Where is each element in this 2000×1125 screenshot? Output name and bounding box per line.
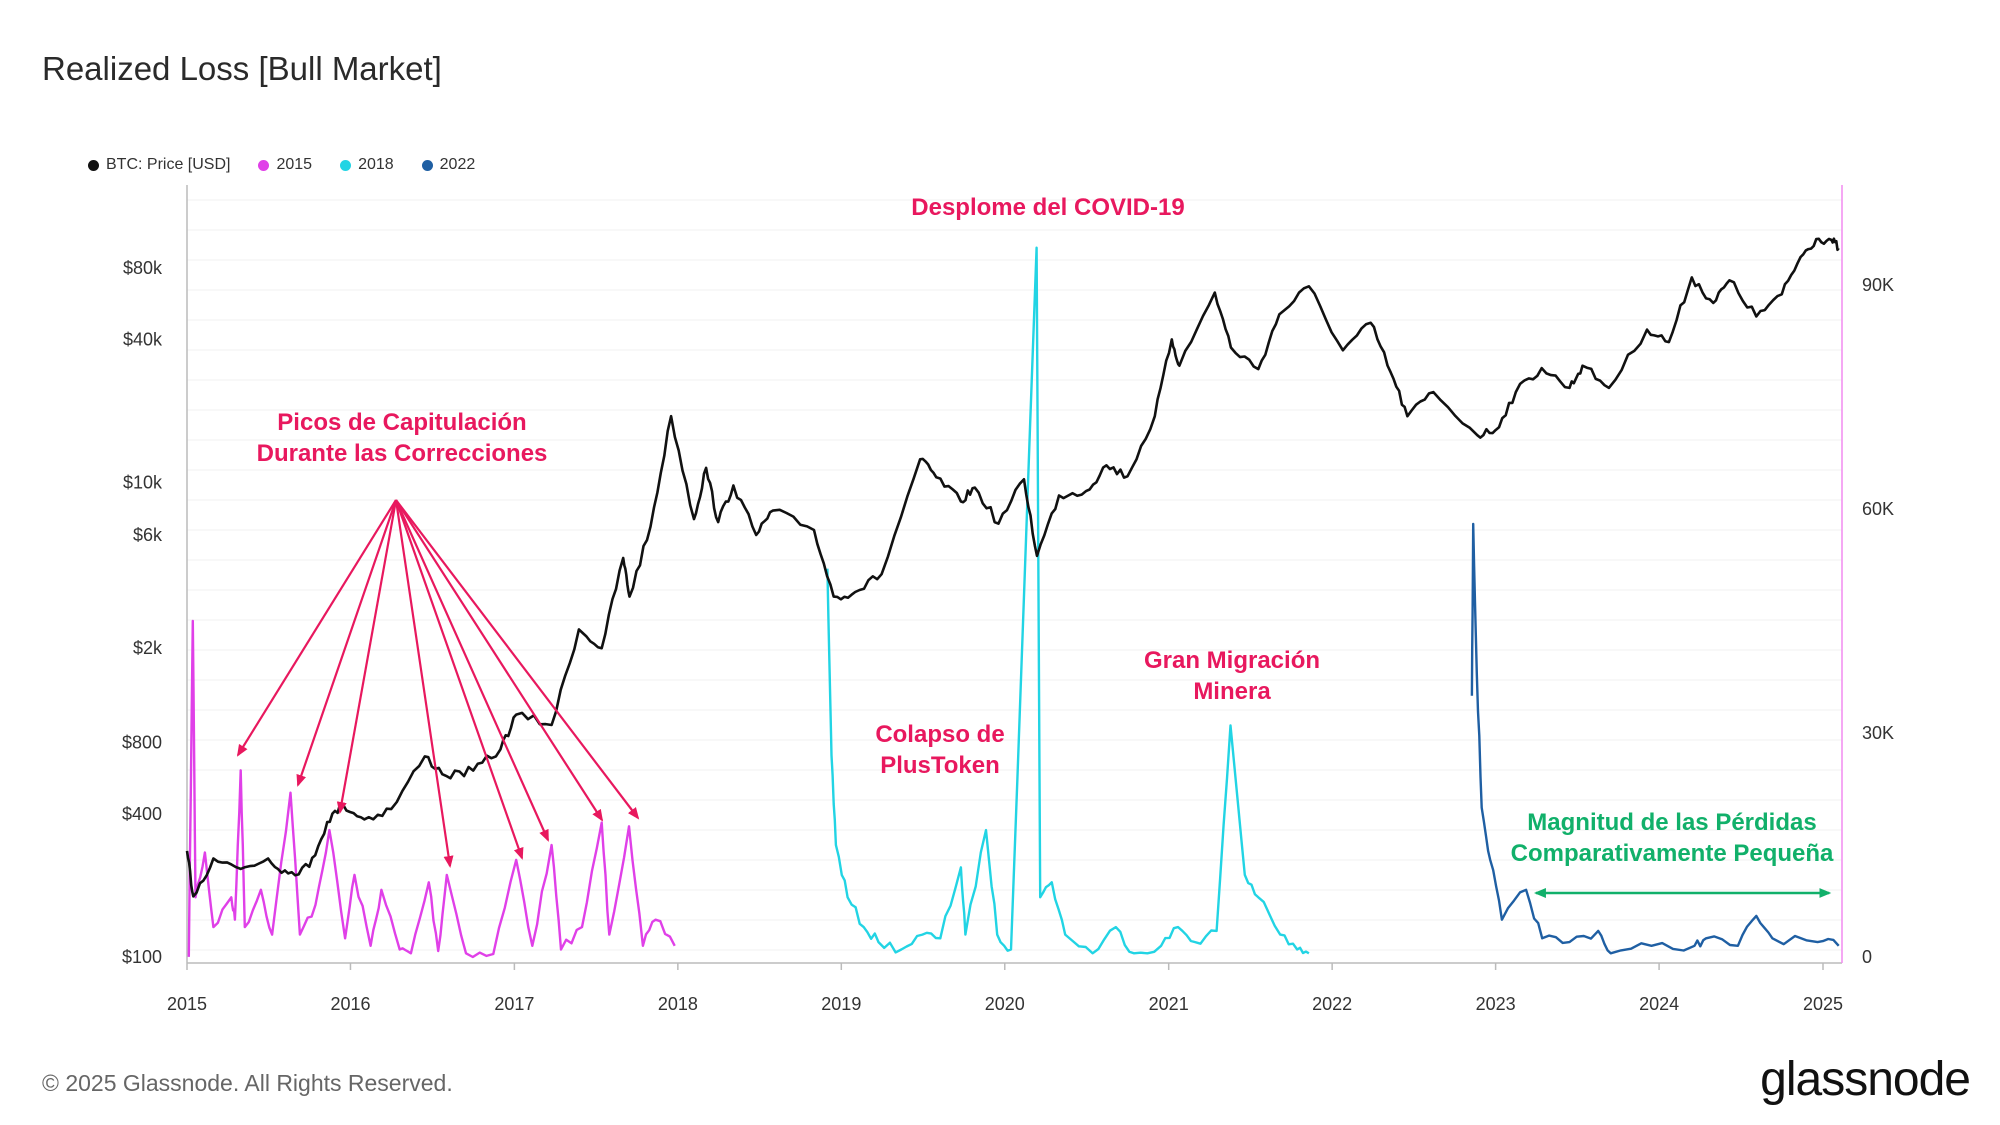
x-tick-label: 2023 [1476,994,1516,1014]
capitulation-arrow [296,499,398,787]
chart-title: Realized Loss [Bull Market] [42,50,442,87]
annotation-mining-migration-line: Gran Migración [1144,647,1320,674]
annotation-capitulation-line: Durante las Correcciones [257,440,548,467]
y-left-tick-label: $800 [122,733,162,753]
annotation-plustoken-line: Colapso de [875,721,1004,748]
legend-swatch-price [88,159,99,171]
y-right-tick-label: 60K [1862,499,1894,519]
legend-item-price[interactable]: BTC: Price [USD] [88,156,230,174]
y-left-tick-label: $40k [123,329,163,349]
x-tick-label: 2022 [1312,994,1352,1014]
annotation-mining-migration-line: Minera [1193,678,1271,705]
annotation-capitulation-line: Picos de Capitulación [277,409,526,436]
copyright-footer: © 2025 Glassnode. All Rights Reserved. [42,1070,453,1096]
legend-item-2015[interactable]: 2015 [258,156,312,174]
annotation-plustoken-line: PlusToken [880,752,1000,779]
y-left-tick-label: $2k [133,638,163,658]
y-left-tick-label: $10k [123,472,163,492]
x-tick-label: 2024 [1639,994,1679,1014]
legend-label-price: BTC: Price [USD] [106,156,231,173]
legend-label-2018: 2018 [358,156,394,173]
x-tick-label: 2019 [821,994,861,1014]
capitulation-arrow [236,499,397,757]
legend-label-2015: 2015 [276,156,313,173]
y-right-tick-label: 90K [1862,275,1894,295]
legend-item-2022[interactable]: 2022 [421,156,476,174]
legend-item-2018[interactable]: 2018 [340,156,394,174]
legend-swatch-2022 [421,159,433,171]
legend: BTC: Price [USD] 2015 2018 2022 [88,156,475,174]
loss-series-2015 [187,619,676,959]
capitulation-arrow [336,499,398,814]
capitulation-arrow [394,499,454,868]
x-tick-label: 2017 [494,994,534,1014]
annotation-small-losses-line: Magnitud de las Pérdidas [1527,809,1816,836]
legend-swatch-2015 [258,159,270,171]
annotation-covid-line: Desplome del COVID-19 [911,194,1184,221]
y-left-tick-label: $80k [123,258,163,278]
annotation-small-losses-line: Comparativamente Pequeña [1511,840,1834,867]
loss-series-2018 [826,246,1310,955]
y-right-tick-label: 30K [1862,723,1894,743]
y-right-tick-label: 0 [1862,947,1872,967]
capitulation-arrow [394,499,550,842]
x-tick-label: 2018 [658,994,698,1014]
x-tick-label: 2016 [330,994,370,1014]
x-tick-label: 2025 [1803,994,1843,1014]
legend-label-2022: 2022 [439,156,476,173]
glassnode-logo: glassnode [1760,1053,1971,1106]
y-left-tick-label: $100 [122,947,162,967]
price-series-line [185,237,1840,898]
loss-series-2022 [1470,522,1840,955]
capitulation-arrow [395,499,640,820]
y-left-tick-label: $6k [133,525,163,545]
legend-swatch-2018 [340,159,352,171]
capitulation-arrow [394,499,524,860]
x-tick-label: 2015 [167,994,207,1014]
x-tick-label: 2020 [985,994,1025,1014]
x-tick-label: 2021 [1149,994,1189,1014]
capitulation-arrow [395,499,604,822]
y-left-tick-label: $400 [122,804,162,824]
